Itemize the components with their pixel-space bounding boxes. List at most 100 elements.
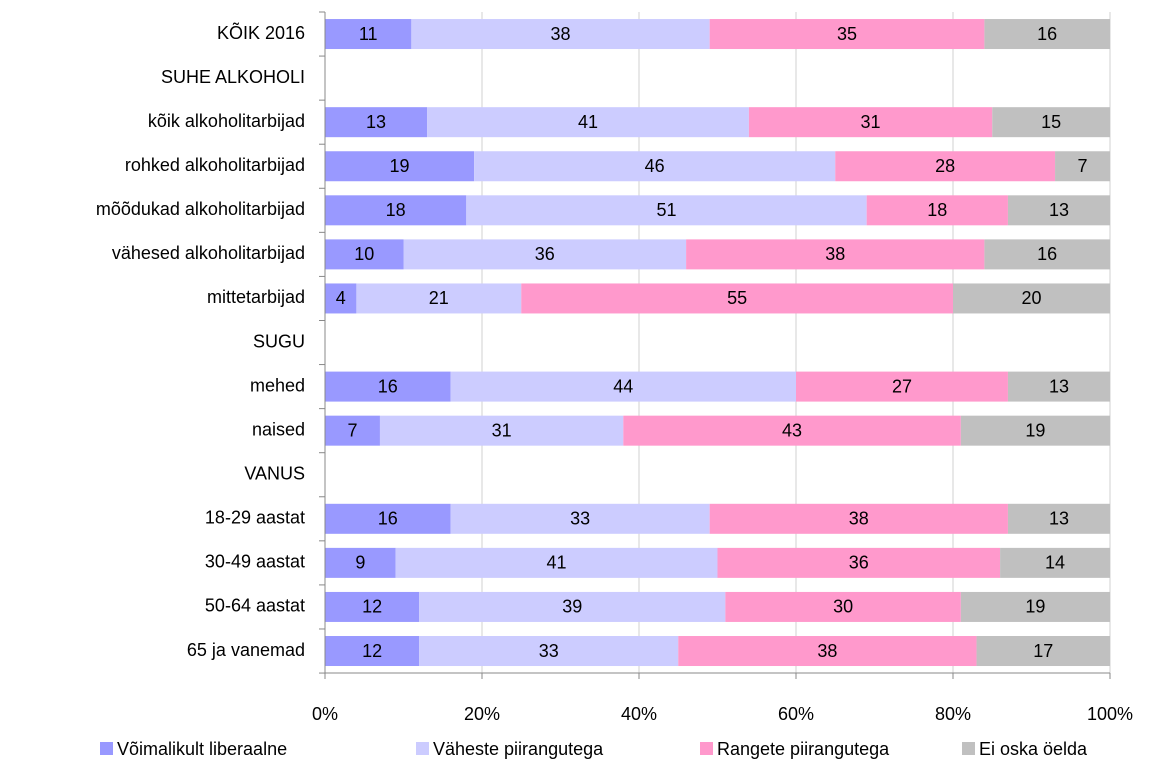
data-label: 16 xyxy=(378,376,398,396)
bar-segment xyxy=(356,283,522,314)
data-label: 11 xyxy=(359,24,378,44)
bar-segment xyxy=(1000,547,1110,578)
data-label: 13 xyxy=(366,112,386,132)
y-tick-label: KÕIK 2016 xyxy=(217,22,305,43)
legend-swatch xyxy=(416,742,429,755)
data-label: 19 xyxy=(1025,597,1045,617)
bar-segment xyxy=(325,415,380,446)
legend-label: Võimalikult liberaalne xyxy=(117,739,287,759)
bar-segment xyxy=(725,591,961,622)
y-tick-label: VANUS xyxy=(244,463,305,483)
bar-segment xyxy=(992,107,1110,138)
bar-segment xyxy=(325,107,428,138)
y-tick-label: 65 ja vanemad xyxy=(187,640,305,660)
bar-segment xyxy=(984,19,1110,50)
data-label: 38 xyxy=(817,641,837,661)
y-tick-label: 50-64 aastat xyxy=(205,596,305,616)
data-label: 13 xyxy=(1049,376,1069,396)
data-label: 21 xyxy=(429,288,449,308)
bar-segment xyxy=(960,591,1110,622)
data-label: 33 xyxy=(570,509,590,529)
bar-segment xyxy=(976,636,1110,667)
data-label: 12 xyxy=(362,597,382,617)
data-label: 38 xyxy=(825,244,845,264)
data-label: 41 xyxy=(547,553,567,573)
bar-segment xyxy=(1055,151,1110,182)
data-label: 30 xyxy=(833,597,853,617)
bar-segment xyxy=(953,283,1110,314)
legend-swatch xyxy=(700,742,713,755)
data-label: 38 xyxy=(550,24,570,44)
data-label: 55 xyxy=(727,288,747,308)
bar-segment xyxy=(325,283,357,314)
bar-segment xyxy=(419,636,679,667)
y-tick-label: 18-29 aastat xyxy=(205,508,305,528)
data-label: 20 xyxy=(1021,288,1041,308)
bar-segment xyxy=(325,591,420,622)
bar-segment xyxy=(1007,195,1110,226)
data-label: 13 xyxy=(1049,509,1069,529)
data-label: 4 xyxy=(336,288,346,308)
bar-segment xyxy=(748,107,993,138)
data-label: 9 xyxy=(355,553,365,573)
bar-segment xyxy=(325,151,475,182)
data-label: 31 xyxy=(492,420,512,440)
data-label: 41 xyxy=(578,112,598,132)
bar-segment xyxy=(1007,503,1110,534)
data-label: 35 xyxy=(837,24,857,44)
data-label: 18 xyxy=(386,200,406,220)
data-label: 38 xyxy=(849,509,869,529)
bar-segment xyxy=(709,503,1008,534)
bar-segment xyxy=(325,371,451,402)
data-label: 18 xyxy=(927,200,947,220)
data-label: 7 xyxy=(1078,156,1088,176)
bar-segment xyxy=(325,636,420,667)
bar-segment xyxy=(325,19,412,50)
y-tick-label: mehed xyxy=(250,375,305,395)
legend-swatch xyxy=(100,742,113,755)
bar-segment xyxy=(325,503,451,534)
bar-segment xyxy=(474,151,836,182)
y-tick-label: SUHE ALKOHOLI xyxy=(161,67,305,87)
x-tick-label: 100% xyxy=(1087,704,1133,724)
data-label: 16 xyxy=(1037,24,1057,44)
bar-segment xyxy=(796,371,1008,402)
legend-label: Ei oska öelda xyxy=(979,739,1088,759)
data-label: 19 xyxy=(1025,420,1045,440)
data-label: 7 xyxy=(347,420,357,440)
data-label: 36 xyxy=(849,553,869,573)
bar-segment xyxy=(466,195,867,226)
x-tick-label: 0% xyxy=(312,704,338,724)
y-tick-label: SUGU xyxy=(253,331,305,351)
data-label: 19 xyxy=(390,156,410,176)
data-label: 17 xyxy=(1033,641,1053,661)
data-label: 46 xyxy=(645,156,665,176)
data-label: 16 xyxy=(1037,244,1057,264)
bar-segment xyxy=(325,239,404,270)
y-tick-label: mittetarbijad xyxy=(207,287,305,307)
bar-segment xyxy=(984,239,1110,270)
data-label: 12 xyxy=(362,641,382,661)
x-tick-label: 80% xyxy=(935,704,971,724)
bar-segment xyxy=(450,371,796,402)
data-label: 36 xyxy=(535,244,555,264)
y-tick-label: naised xyxy=(252,419,305,439)
data-label: 10 xyxy=(354,244,374,264)
bar-segment xyxy=(419,591,726,622)
data-label: 39 xyxy=(562,597,582,617)
bar-segment xyxy=(403,239,687,270)
y-tick-label: vähesed alkoholitarbijad xyxy=(112,243,305,263)
bar-segment xyxy=(1007,371,1110,402)
y-tick-label: rohked alkoholitarbijad xyxy=(125,155,305,175)
bar-segment xyxy=(427,107,749,138)
data-label: 13 xyxy=(1049,200,1069,220)
data-label: 51 xyxy=(656,200,676,220)
bar-segment xyxy=(411,19,710,50)
data-label: 43 xyxy=(782,420,802,440)
data-label: 15 xyxy=(1041,112,1061,132)
bar-segment xyxy=(960,415,1110,446)
data-label: 14 xyxy=(1045,553,1065,573)
bar-segment xyxy=(379,415,624,446)
bar-segment xyxy=(717,547,1001,578)
